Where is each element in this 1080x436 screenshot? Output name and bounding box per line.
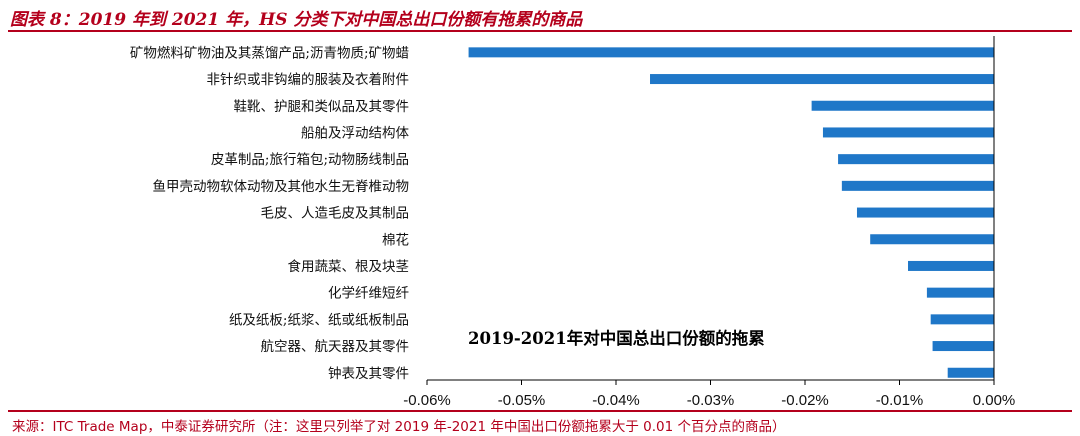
x-tick-label-2: -0.05% — [498, 392, 546, 406]
category-label-10: 化学纤维短纤 — [328, 286, 409, 302]
x-tick-label-3: -0.04% — [592, 392, 640, 406]
source-bar: 来源：ITC Trade Map，中泰证券研究所（注：这里只列举了对 2019 … — [8, 410, 1072, 436]
category-label-11: 纸及纸板;纸浆、纸或纸板制品 — [229, 312, 409, 328]
x-tick-label-1: -0.06% — [403, 392, 451, 406]
category-label-7: 毛皮、人造毛皮及其制品 — [261, 206, 410, 222]
category-labels: 矿物燃料矿物油及其蒸馏产品;沥青物质;矿物蜡非针织或非钩编的服装及衣着附件鞋靴、… — [130, 44, 410, 381]
bar-1 — [468, 47, 995, 58]
bar-7 — [856, 207, 994, 218]
category-label-9: 食用蔬菜、根及块茎 — [288, 258, 410, 275]
x-tick-label-5: -0.02% — [781, 392, 829, 406]
category-label-6: 鱼甲壳动物软体动物及其他水生无脊椎动物 — [153, 178, 410, 195]
bar-9 — [908, 260, 994, 271]
bar-3 — [811, 100, 994, 111]
x-tick-label-4: -0.03% — [687, 392, 735, 406]
bar-2 — [650, 74, 994, 85]
bar-10 — [926, 287, 994, 298]
bar-8 — [870, 234, 994, 245]
x-tick-label-7: 0.00% — [973, 392, 1016, 406]
x-axis: -0.06% -0.05% -0.04% -0.03% -0.02% -0.01% 0.00… — [403, 36, 1015, 406]
bar-12 — [932, 341, 994, 352]
bar-5 — [838, 154, 994, 165]
source-note: 来源：ITC Trade Map，中泰证券研究所（注：这里只列举了对 2019 … — [12, 419, 786, 435]
category-label-4: 船舶及浮动结构体 — [301, 125, 409, 141]
category-label-13: 钟表及其零件 — [328, 365, 409, 382]
bars-group — [468, 47, 995, 378]
bar-6 — [841, 180, 994, 191]
bar-chart: 矿物燃料矿物油及其蒸馏产品;沥青物质;矿物蜡非针织或非钩编的服装及衣着附件鞋靴、… — [130, 36, 1015, 406]
figure-title: 图表 8：2019 年到 2021 年，HS 分类下对中国总出口份额有拖累的商品 — [10, 10, 583, 30]
title-bar: 图表 8：2019 年到 2021 年，HS 分类下对中国总出口份额有拖累的商品 — [8, 2, 1072, 32]
bar-11 — [930, 314, 994, 325]
category-label-12: 航空器、航天器及其零件 — [261, 339, 410, 355]
x-tick-label-6: -0.01% — [876, 392, 924, 406]
bar-4 — [822, 127, 994, 138]
bar-13 — [947, 367, 994, 378]
category-label-8: 棉花 — [382, 232, 409, 248]
category-label-5: 皮革制品;旅行箱包;动物肠线制品 — [211, 152, 409, 168]
category-label-3: 鞋靴、护腿和类似品及其零件 — [234, 99, 410, 115]
category-label-2: 非针织或非钩编的服装及衣着附件 — [207, 71, 410, 88]
category-label-1: 矿物燃料矿物油及其蒸馏产品;沥青物质;矿物蜡 — [130, 44, 409, 61]
chart-annotation: 2019-2021年对中国总出口份额的拖累 — [468, 328, 765, 348]
